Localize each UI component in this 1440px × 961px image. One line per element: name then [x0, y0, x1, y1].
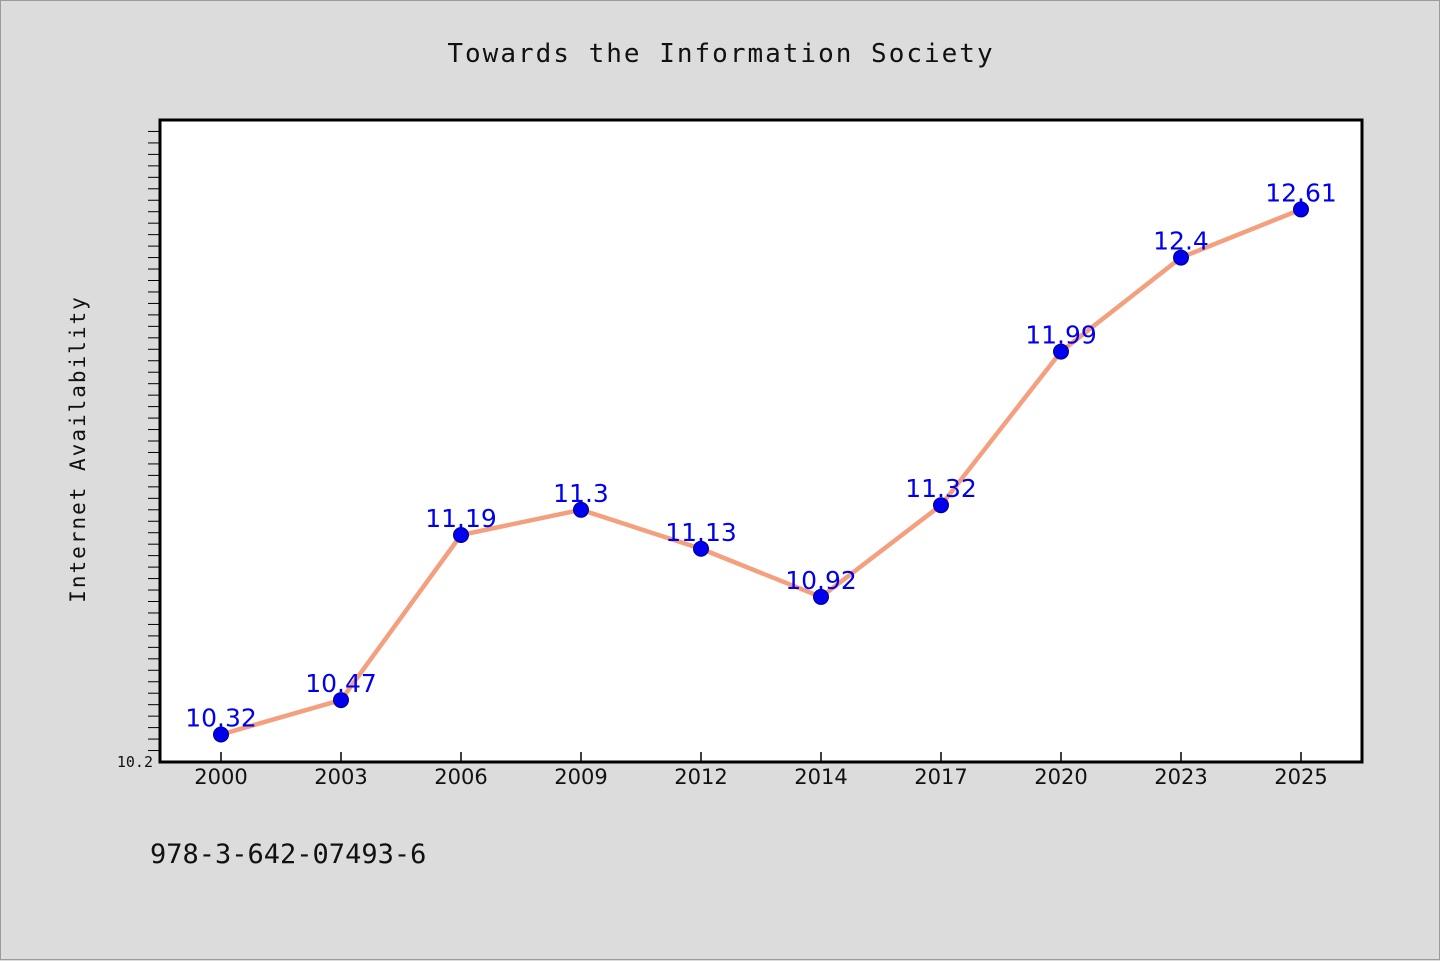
- x-tick-label: 2009: [554, 765, 607, 789]
- data-label: 11.13: [665, 518, 737, 547]
- data-label: 10.32: [185, 703, 257, 732]
- data-point: [573, 501, 589, 518]
- series-line: [218, 207, 1304, 737]
- data-point: [933, 497, 949, 514]
- data-label: 11.3: [553, 479, 609, 508]
- chart-title: Towards the Information Society: [447, 39, 994, 69]
- data-label: 12.61: [1265, 178, 1337, 207]
- isbn-footer: 978-3-642-07493-6: [150, 839, 426, 870]
- data-point: [453, 527, 469, 544]
- data-point: [1173, 249, 1189, 266]
- x-tick-label: 2000: [194, 765, 247, 789]
- x-tick-label: 2025: [1274, 765, 1327, 789]
- data-point: [333, 692, 349, 709]
- y-axis-label: Internet Availability: [66, 295, 90, 603]
- data-point: [1293, 201, 1309, 218]
- data-label: 10.47: [305, 669, 377, 698]
- x-tick-label: 2014: [794, 765, 847, 789]
- x-tick-label: 2003: [314, 765, 367, 789]
- x-tick-label: 2023: [1154, 765, 1207, 789]
- data-label: 11.32: [905, 474, 977, 503]
- y-axis-ticks: [148, 130, 160, 752]
- data-point: [213, 726, 229, 743]
- x-tick-label: 2012: [674, 765, 727, 789]
- x-tick-label: 2006: [434, 765, 487, 789]
- x-tick-label: 2017: [914, 765, 967, 789]
- data-label: 12.4: [1153, 227, 1209, 256]
- data-point: [813, 588, 829, 605]
- data-label: 10.92: [785, 566, 857, 595]
- data-point: [1053, 343, 1069, 360]
- y-tick-label: 10.2: [117, 753, 153, 771]
- x-axis: 2000 2003 2006 2009 2012 2014 2017 2020 2023 2025: [194, 752, 1328, 789]
- data-label: 11.99: [1025, 321, 1097, 350]
- x-tick-label: 2020: [1034, 765, 1087, 789]
- data-label: 11.19: [425, 504, 497, 533]
- series-group: 10.32 10.47 11.19 11.3 11.13 10.92 11.32 11.99 1…: [185, 178, 1337, 743]
- plot-area: [158, 118, 1364, 764]
- data-point: [693, 540, 709, 557]
